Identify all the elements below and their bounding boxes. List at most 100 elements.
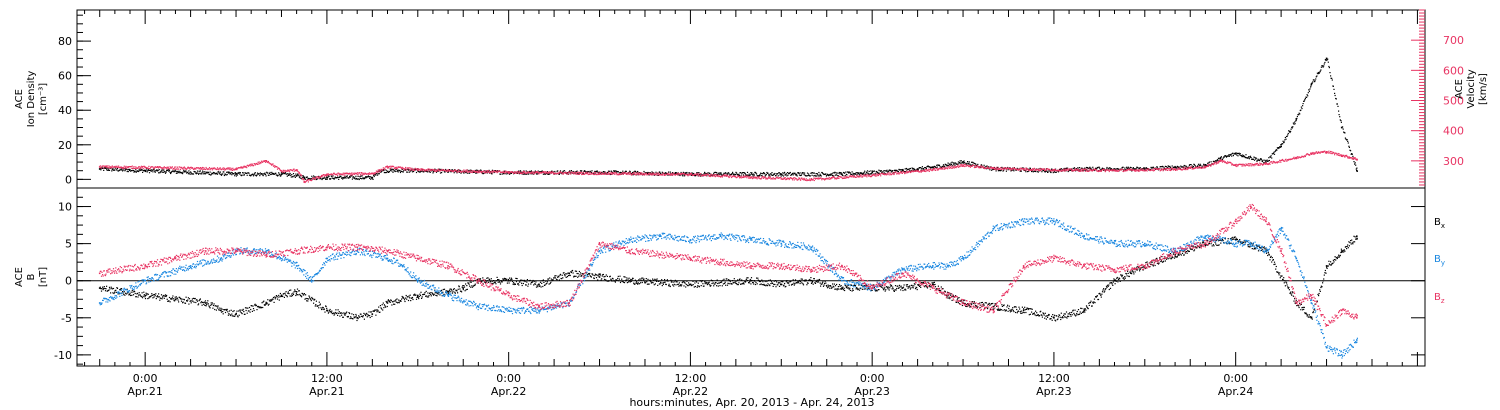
velocity-series-point xyxy=(1312,153,1314,155)
velocity-series-point xyxy=(282,171,284,173)
bx-series-point xyxy=(274,296,276,298)
bx-series-point xyxy=(240,312,243,314)
density-series-point xyxy=(952,162,954,164)
velocity-series-point xyxy=(1103,168,1105,170)
velocity-series-point xyxy=(846,176,848,178)
density-series-point xyxy=(680,171,682,174)
bx-series-point xyxy=(292,292,294,294)
density-series-point xyxy=(749,174,751,176)
velocity-series-point xyxy=(322,174,324,177)
velocity-series-point xyxy=(1038,168,1040,171)
velocity-series-point xyxy=(908,171,910,173)
density-series-point xyxy=(140,168,142,170)
density-series-point xyxy=(168,170,170,172)
density-series-point xyxy=(778,172,781,174)
velocity-series-point xyxy=(1146,170,1148,172)
density-series-point xyxy=(1348,146,1350,148)
density-series-point xyxy=(751,172,753,174)
density-series-point xyxy=(1156,166,1158,168)
bx-series-point xyxy=(179,296,181,299)
density-series-point xyxy=(259,175,261,177)
velocity-series-point xyxy=(587,171,589,173)
bx-series-point xyxy=(190,302,192,304)
velocity-series-point xyxy=(480,170,482,172)
density-series-point xyxy=(1047,171,1049,173)
density-series-point xyxy=(1207,162,1209,164)
density-series-point xyxy=(554,170,556,173)
density-series-point xyxy=(260,173,262,175)
velocity-series-point xyxy=(435,169,438,172)
density-series-point xyxy=(1013,170,1015,172)
density-series-point xyxy=(268,174,270,176)
velocity-series-point xyxy=(821,179,823,181)
velocity-series-point xyxy=(1303,156,1305,158)
velocity-series-point xyxy=(1117,170,1120,172)
velocity-series-point xyxy=(982,166,984,168)
velocity-series-point xyxy=(642,174,644,176)
velocity-series-point xyxy=(940,167,942,169)
density-axis-label-line: [cm⁻³] xyxy=(38,83,49,115)
density-series-point xyxy=(1351,153,1353,155)
density-series-point xyxy=(1348,145,1350,147)
density-series-point xyxy=(172,170,175,172)
density-series-point xyxy=(866,170,869,172)
bx-series-point xyxy=(162,296,164,298)
density-series-point xyxy=(183,169,185,171)
density-series-point xyxy=(522,173,524,175)
density-series-point xyxy=(1248,158,1250,160)
density-series-point xyxy=(115,169,117,171)
velocity-series-point xyxy=(1259,164,1261,166)
velocity-series-point xyxy=(653,173,655,175)
velocity-series-point xyxy=(286,170,288,172)
bx-series-point xyxy=(310,300,312,302)
density-series-point xyxy=(420,170,422,172)
velocity-series-point xyxy=(1330,150,1332,153)
density-series-point xyxy=(159,171,161,173)
density-series-point xyxy=(503,173,505,175)
density-series-point xyxy=(475,172,477,174)
velocity-series-point xyxy=(597,172,599,174)
density-series-point xyxy=(397,169,399,171)
density-series-point xyxy=(871,171,873,174)
density-series-point xyxy=(1340,126,1343,129)
density-series-point xyxy=(1268,159,1270,162)
bx-series-point xyxy=(307,298,309,300)
bx-series-point xyxy=(143,291,145,293)
velocity-series-point xyxy=(163,168,165,170)
velocity-series-point xyxy=(576,173,578,175)
velocity-series-point xyxy=(1084,168,1086,170)
bx-series-point xyxy=(204,304,206,306)
velocity-series-point xyxy=(1112,169,1114,171)
velocity-series-point xyxy=(1111,170,1113,172)
density-series-point xyxy=(367,176,369,178)
bx-series-point xyxy=(222,311,224,313)
density-series-point xyxy=(276,174,278,176)
velocity-series-point xyxy=(884,173,886,175)
density-series-point xyxy=(779,174,781,176)
density-series-point xyxy=(776,173,778,175)
velocity-series-point xyxy=(1267,163,1269,166)
bx-series-point xyxy=(290,289,292,291)
density-series-point xyxy=(581,170,583,172)
density-series-point xyxy=(1012,167,1014,169)
density-series-point xyxy=(775,174,777,177)
density-series-point xyxy=(294,175,296,177)
velocity-series-point xyxy=(201,168,203,170)
density-series-point xyxy=(181,172,183,174)
bx-series-point xyxy=(171,298,173,300)
bx-series-point xyxy=(134,292,136,295)
velocity-series-point xyxy=(451,170,453,172)
density-series-point xyxy=(1200,164,1202,166)
velocity-series-point xyxy=(199,167,201,169)
velocity-series-point xyxy=(721,176,723,178)
bx-series-point xyxy=(230,314,232,317)
velocity-series-point xyxy=(1308,154,1310,156)
density-series-point xyxy=(1350,153,1352,155)
velocity-series-point xyxy=(695,173,697,175)
density-series-point xyxy=(1344,137,1346,139)
velocity-series-point xyxy=(838,177,840,179)
density-series-point xyxy=(152,171,154,173)
velocity-series-point xyxy=(849,176,851,178)
density-series-point xyxy=(1106,166,1108,169)
velocity-series-point xyxy=(622,173,624,175)
